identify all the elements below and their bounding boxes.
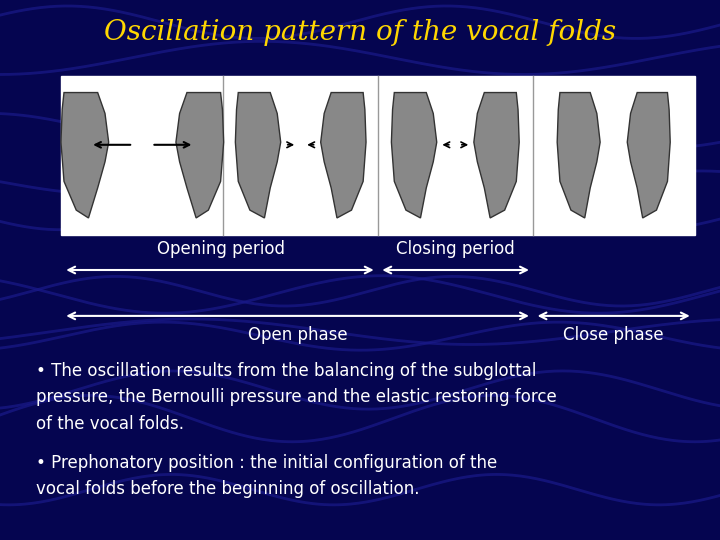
Polygon shape [392,92,437,218]
Polygon shape [627,92,670,218]
Polygon shape [61,92,109,218]
Text: Closing period: Closing period [396,240,515,258]
Text: Close phase: Close phase [562,326,663,343]
Polygon shape [474,92,519,218]
Text: • The oscillation results from the balancing of the subglottal
pressure, the Ber: • The oscillation results from the balan… [36,362,557,433]
Text: Oscillation pattern of the vocal folds: Oscillation pattern of the vocal folds [104,19,616,46]
Polygon shape [235,92,281,218]
Text: Opening period: Opening period [157,240,284,258]
Text: Open phase: Open phase [248,326,348,343]
Polygon shape [320,92,366,218]
Polygon shape [176,92,224,218]
Bar [61,76,695,235]
Polygon shape [557,92,600,218]
Text: • Prephonatory position : the initial configuration of the
vocal folds before th: • Prephonatory position : the initial co… [36,454,498,498]
